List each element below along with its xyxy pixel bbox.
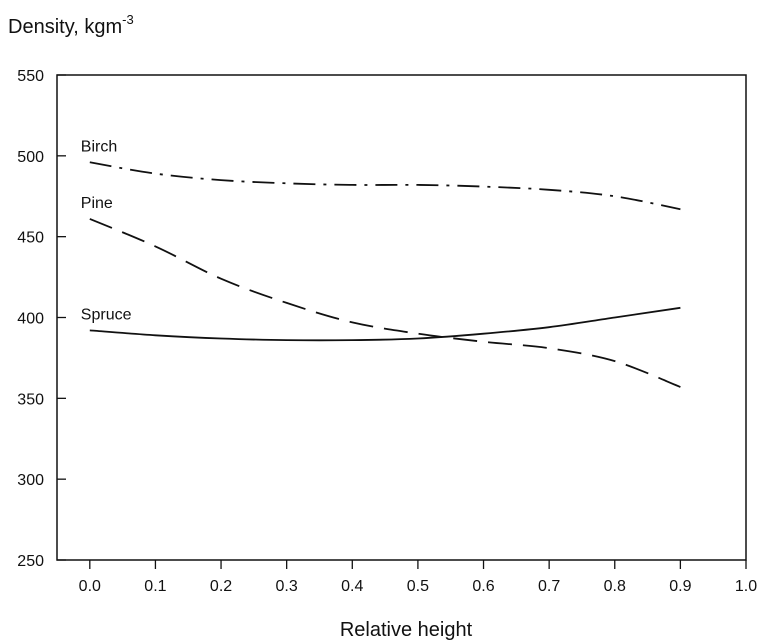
y-tick-label: 550 <box>17 68 44 85</box>
x-tick-label: 1.0 <box>735 578 757 595</box>
y-axis-title-superscript: -3 <box>122 12 134 27</box>
x-tick-label: 0.7 <box>538 578 560 595</box>
x-axis: 0.0 0.1 0.2 0.3 0.4 0.5 0.6 0.7 0.8 0.9 1.0 <box>79 560 757 595</box>
series-label-spruce: Spruce <box>81 306 132 323</box>
y-axis-title: Density, kgm-3 <box>8 12 134 38</box>
y-tick-label: 400 <box>17 311 44 328</box>
y-tick-label: 250 <box>17 553 44 570</box>
x-tick-label: 0.4 <box>341 578 363 595</box>
series-label-pine: Pine <box>81 195 113 212</box>
series-line-pine <box>89 218 681 388</box>
x-tick-label: 0.0 <box>79 578 101 595</box>
series-line-birch <box>89 161 681 211</box>
x-tick-label: 0.1 <box>144 578 166 595</box>
series-lines <box>89 161 681 388</box>
x-tick-label: 0.6 <box>472 578 494 595</box>
plot-frame <box>56 74 747 561</box>
series-line-spruce <box>89 306 681 342</box>
y-tick-label: 500 <box>17 149 44 166</box>
x-axis-title: Relative height <box>340 619 473 641</box>
x-tick-label: 0.3 <box>276 578 298 595</box>
y-axis: 250 300 350 400 450 500 550 <box>17 68 66 570</box>
x-tick-label: 0.2 <box>210 578 232 595</box>
x-tick-label: 0.8 <box>604 578 626 595</box>
y-tick-label: 350 <box>17 391 44 408</box>
x-tick-label: 0.9 <box>669 578 691 595</box>
series-label-birch: Birch <box>81 138 117 155</box>
y-tick-label: 450 <box>17 230 44 247</box>
y-tick-label: 300 <box>17 472 44 489</box>
x-tick-label: 0.5 <box>407 578 429 595</box>
series-labels: Birch Pine Spruce <box>81 138 132 323</box>
